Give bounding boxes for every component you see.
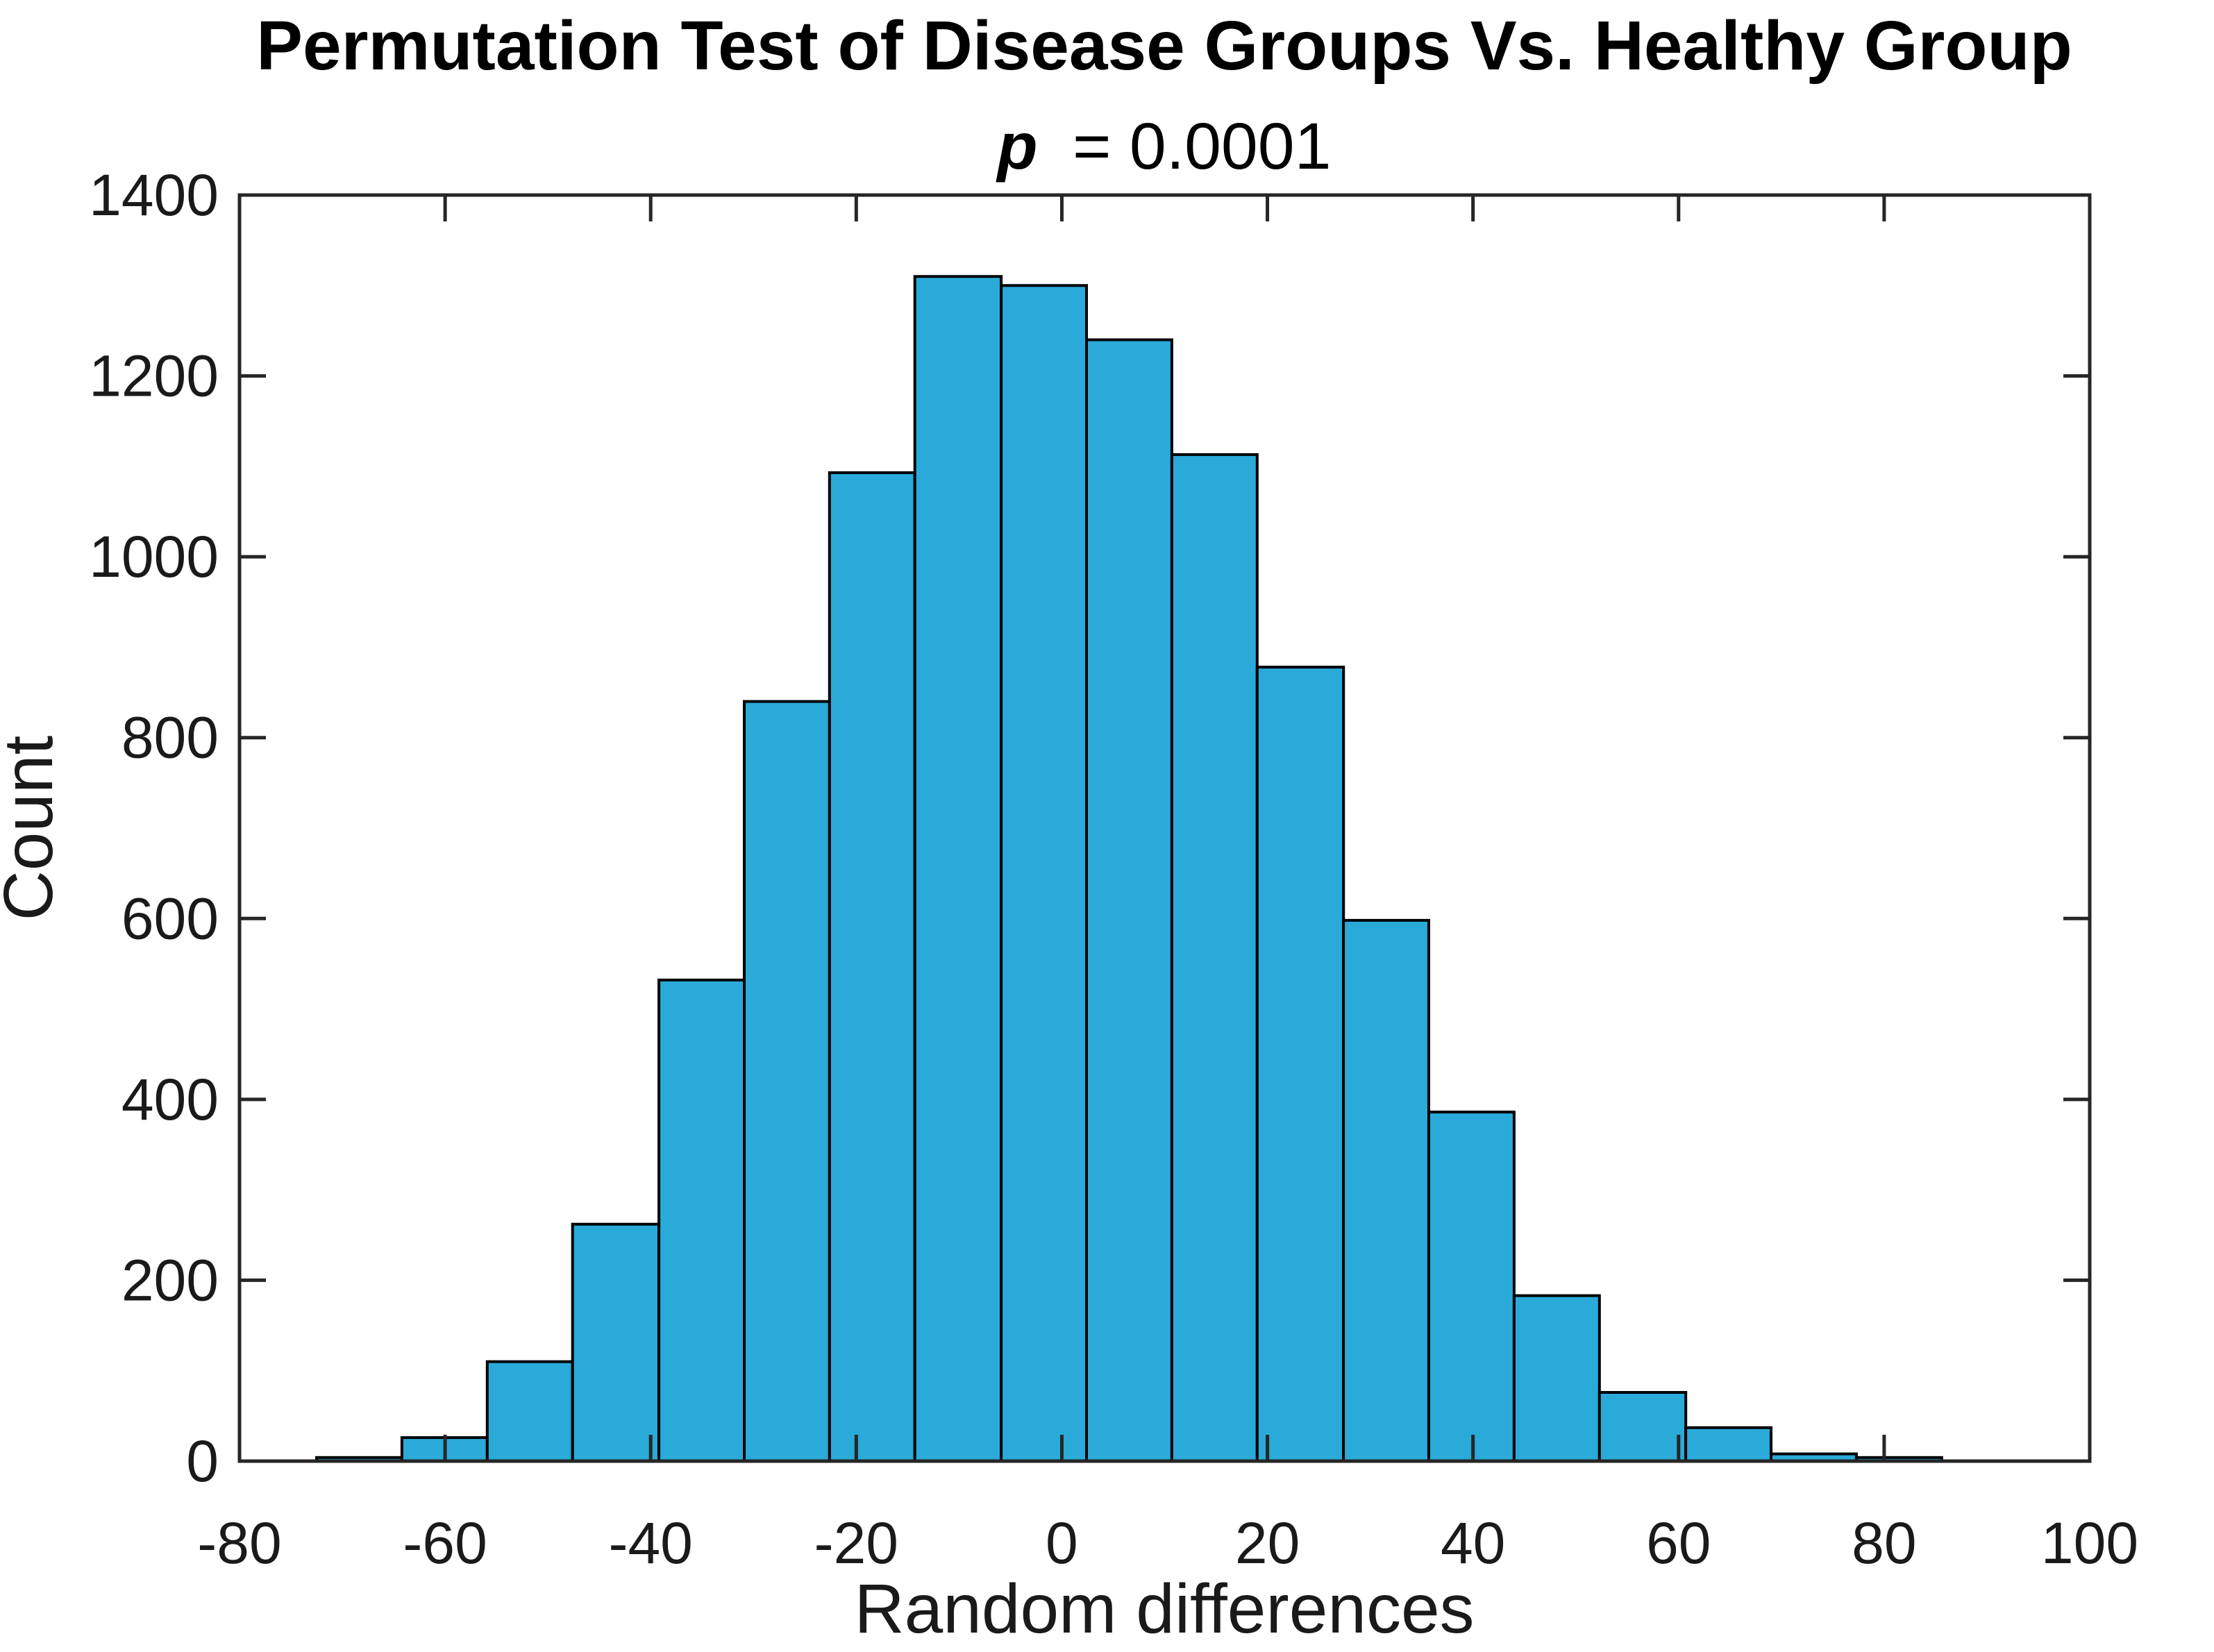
histogram-bar [485, 1360, 574, 1463]
histogram-bar [571, 1222, 661, 1463]
y-tick-label: 600 [121, 886, 219, 951]
y-tick-label: 1000 [89, 524, 219, 589]
axes-box [237, 193, 2092, 1463]
x-tick-labels: -80 -60 -40 -20 0 20 40 60 80 100 [197, 1510, 2138, 1576]
histogram-bar [1170, 453, 1259, 1463]
histogram-bar [1000, 284, 1088, 1463]
axis-ticks [237, 193, 2092, 1463]
y-tick-label: 1200 [89, 344, 219, 409]
subtitle-p-value: = 0.0001 [1073, 110, 1331, 183]
chart-title: Permutation Test of Disease Groups Vs. H… [256, 7, 2072, 85]
histogram-bar [1427, 1111, 1516, 1463]
x-tick-label: -40 [608, 1510, 692, 1576]
y-tick-label: 0 [186, 1428, 219, 1494]
x-tick-label: 40 [1441, 1510, 1505, 1576]
y-tick-labels: 0 200 400 600 800 1000 1200 1400 [89, 162, 219, 1494]
y-tick-label: 200 [121, 1247, 219, 1313]
x-tick-label: -80 [197, 1510, 281, 1576]
y-tick-label: 800 [121, 705, 219, 770]
x-tick-label: -60 [403, 1510, 487, 1576]
x-tick-label: 0 [1046, 1510, 1078, 1576]
histogram-bar [1512, 1294, 1601, 1463]
histogram-bar [1684, 1426, 1773, 1463]
y-axis-label: Count [0, 735, 67, 920]
y-tick-label: 1400 [89, 162, 219, 228]
x-axis-label: Random differences [854, 1570, 1474, 1648]
histogram-bar [913, 275, 1003, 1463]
x-tick-label: 20 [1235, 1510, 1300, 1576]
histogram-bar [1597, 1391, 1688, 1463]
subtitle-p-symbol: p [996, 110, 1038, 183]
x-tick-label: 80 [1852, 1510, 1916, 1576]
histogram-bar [657, 978, 746, 1463]
x-tick-label: -20 [814, 1510, 898, 1576]
histogram-bars [315, 275, 1943, 1463]
histogram-bar [1085, 338, 1173, 1463]
y-tick-label: 400 [121, 1067, 219, 1132]
histogram-bar [743, 700, 831, 1463]
x-tick-label: 100 [2041, 1510, 2138, 1576]
histogram-bar [828, 471, 916, 1463]
histogram-bar [1255, 666, 1345, 1463]
x-tick-label: 60 [1646, 1510, 1711, 1576]
histogram-bar [1342, 918, 1430, 1463]
chart-subtitle: p = 0.0001 [996, 110, 1332, 183]
